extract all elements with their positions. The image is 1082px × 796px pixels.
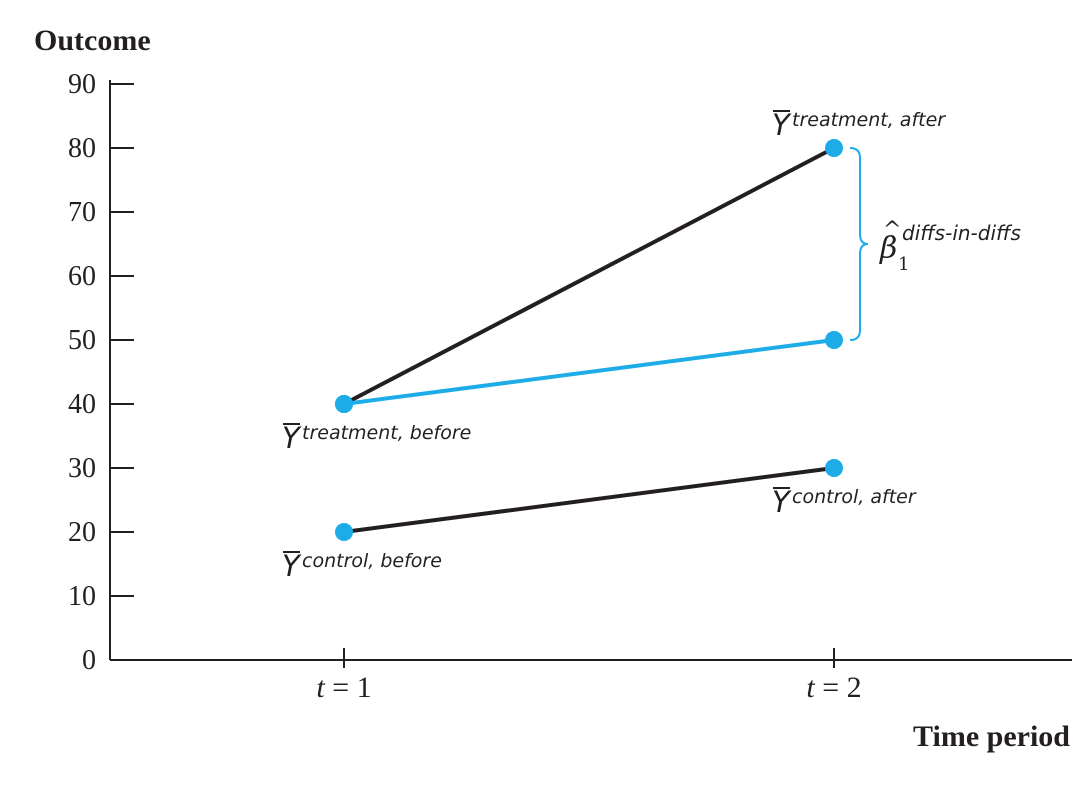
y-tick-label: 80 — [68, 133, 96, 164]
beta-hat: ^ — [883, 218, 901, 243]
annotation-symbol: Y — [282, 421, 302, 455]
beta-symbol: β — [879, 231, 897, 266]
annotation-subscript: control, before — [302, 550, 442, 572]
data-point — [825, 139, 843, 157]
data-point — [825, 331, 843, 349]
y-axis-title: Outcome — [34, 24, 151, 57]
annotation-symbol: Y — [772, 485, 792, 519]
y-tick-label: 50 — [68, 325, 96, 356]
y-tick-label: 70 — [68, 197, 96, 228]
y-tick-label: 10 — [68, 581, 96, 612]
series-line-2 — [342, 466, 836, 534]
y-tick-label: 60 — [68, 261, 96, 292]
annotation-symbol: Y — [772, 108, 792, 142]
beta-superscript: diffs-in-diffs — [902, 221, 1021, 245]
y-tick-label: 40 — [68, 389, 96, 420]
series-line-1 — [342, 338, 836, 406]
y-tick-label: 30 — [68, 453, 96, 484]
y-ticks: 0 10 20 30 40 50 60 70 80 90 — [68, 69, 134, 676]
data-point — [825, 459, 843, 477]
effect-brace: β^ 1 diffs-in-diffs — [849, 147, 1021, 341]
series-line-0 — [342, 146, 836, 406]
data-point — [335, 395, 353, 413]
annotation-subscript: treatment, before — [302, 422, 471, 444]
beta-index: 1 — [898, 254, 909, 275]
data-points — [335, 139, 843, 541]
annotation-subscript: treatment, after — [792, 109, 946, 131]
y-tick-label: 0 — [82, 645, 96, 676]
x-tick-label: t = 2 — [806, 671, 861, 704]
axes — [109, 80, 1072, 661]
x-axis-title: Time period — [913, 720, 1070, 753]
y-tick-label: 90 — [68, 69, 96, 100]
x-ticks: t = 1 t = 2 — [316, 648, 862, 704]
brace-shape — [849, 147, 869, 341]
annotation-symbol: Y — [282, 549, 302, 583]
series-lines — [342, 146, 836, 534]
x-tick-label: t = 1 — [316, 671, 371, 704]
y-tick-label: 20 — [68, 517, 96, 548]
annotation-subscript: control, after — [792, 486, 917, 508]
data-point — [335, 523, 353, 541]
